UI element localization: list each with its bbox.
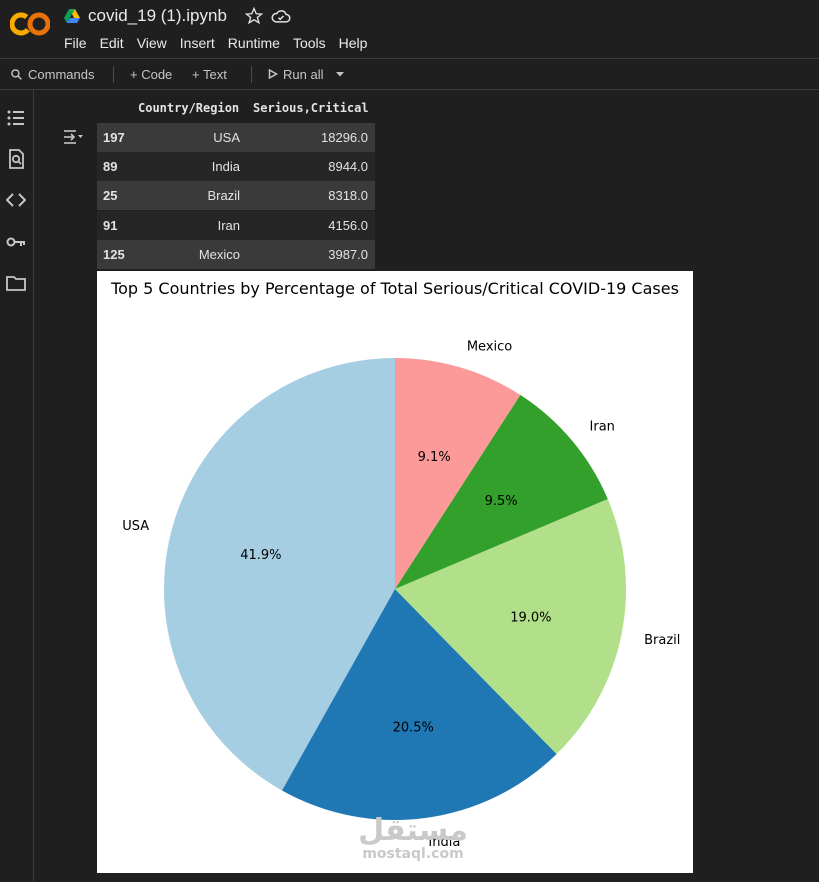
row-country: USA: [213, 130, 240, 145]
pie-slice-brazil: [395, 499, 626, 755]
add-code-label: + Code: [130, 66, 173, 82]
pie-slice-iran: [395, 394, 608, 589]
row-index: 197: [103, 130, 125, 145]
app-header: covid_19 (1).ipynb File Edit View Insert…: [0, 0, 819, 58]
left-sidebar: [0, 90, 34, 882]
add-code-button[interactable]: + Code: [130, 59, 172, 89]
menu-bar: File Edit View Insert Runtime Tools Help: [64, 35, 367, 51]
cloud-saved-icon[interactable]: [271, 8, 291, 24]
pie-slice-india: [282, 589, 557, 820]
files-folder-icon[interactable]: [6, 273, 26, 293]
row-index: 89: [103, 159, 118, 174]
row-value: 8944.0: [328, 159, 368, 174]
toolbar-divider: [113, 66, 114, 83]
watermark-arabic: مستقل: [358, 813, 468, 848]
run-all-label: Run all: [283, 66, 324, 82]
menu-insert[interactable]: Insert: [179, 35, 215, 51]
row-country: Iran: [217, 218, 240, 233]
row-value: 4156.0: [328, 218, 368, 233]
chevron-down-icon: [336, 72, 344, 77]
pie-percent-label: 20.5%: [393, 720, 434, 735]
play-icon: [268, 69, 278, 79]
notebook-title[interactable]: covid_19 (1).ipynb: [88, 6, 227, 25]
toolbar-divider: [251, 66, 252, 83]
table-row: 197 USA 18296.0: [97, 123, 375, 152]
secrets-key-icon[interactable]: [6, 232, 26, 252]
watermark: مستقل mostaql.com: [358, 813, 468, 863]
pie-labels: 41.9% USA 20.5% India 19.0% Brazil 9.5% Iran 9.1…: [122, 339, 680, 850]
toolbar: Commands + Code + Text Run all: [0, 58, 819, 90]
row-value: 3987.0: [328, 247, 368, 262]
pie-slice-usa: [164, 358, 395, 791]
add-text-button[interactable]: + Text: [192, 59, 227, 89]
row-index: 25: [103, 188, 118, 203]
row-country: Mexico: [198, 247, 240, 262]
output-actions-icon[interactable]: [62, 128, 84, 146]
pie-chart-figure: Top 5 Countries by Percentage of Total S…: [97, 271, 693, 873]
table-row: 25 Brazil 8318.0: [97, 181, 375, 210]
row-value: 8318.0: [328, 188, 368, 203]
menu-runtime[interactable]: Runtime: [227, 35, 280, 51]
run-all-button[interactable]: Run all: [268, 59, 323, 89]
watermark-latin: mostaql.com: [362, 846, 464, 862]
column-header-serious-critical: Serious,Critical: [253, 101, 369, 115]
add-text-label: + Text: [192, 66, 227, 82]
menu-view[interactable]: View: [136, 35, 167, 51]
commands-button[interactable]: Commands: [10, 59, 94, 89]
pie-category-label: Iran: [590, 420, 615, 435]
pie-category-label: Mexico: [467, 339, 512, 354]
code-snippets-icon[interactable]: [6, 190, 26, 210]
column-header-country: Country/Region: [138, 101, 240, 115]
pie-chart: Top 5 Countries by Percentage of Total S…: [110, 279, 680, 850]
table-row: 89 India 8944.0: [97, 152, 375, 181]
pie-percent-label: 19.0%: [510, 610, 551, 625]
menu-file[interactable]: File: [64, 35, 87, 51]
table-row: 125 Mexico 3987.0: [97, 240, 375, 269]
row-country: Brazil: [207, 188, 240, 203]
google-drive-icon: [64, 9, 80, 23]
star-icon[interactable]: [244, 7, 263, 25]
pie-category-label: USA: [122, 519, 149, 534]
pie-slice-mexico: [395, 358, 521, 589]
pie-slices: [164, 358, 626, 820]
table-row: 91 Iran 4156.0: [97, 211, 375, 240]
pie-percent-label: 9.1%: [418, 450, 451, 465]
row-index: 125: [103, 247, 125, 262]
pie-percent-label: 9.5%: [485, 494, 518, 509]
chart-title: Top 5 Countries by Percentage of Total S…: [110, 279, 679, 298]
row-index: 91: [103, 218, 118, 233]
run-all-dropdown[interactable]: [334, 59, 346, 89]
search-icon: [11, 68, 22, 80]
pie-category-label: Brazil: [644, 633, 680, 648]
table-of-contents-icon[interactable]: [6, 108, 26, 128]
pie-category-label: India: [428, 835, 460, 850]
pie-percent-label: 41.9%: [240, 548, 281, 563]
commands-label: Commands: [28, 66, 95, 82]
menu-tools[interactable]: Tools: [292, 35, 326, 51]
menu-edit[interactable]: Edit: [99, 35, 124, 51]
menu-help[interactable]: Help: [338, 35, 368, 51]
row-value: 18296.0: [321, 130, 368, 145]
find-replace-icon[interactable]: [6, 149, 26, 169]
row-country: India: [211, 159, 240, 174]
colab-logo[interactable]: [10, 10, 50, 38]
